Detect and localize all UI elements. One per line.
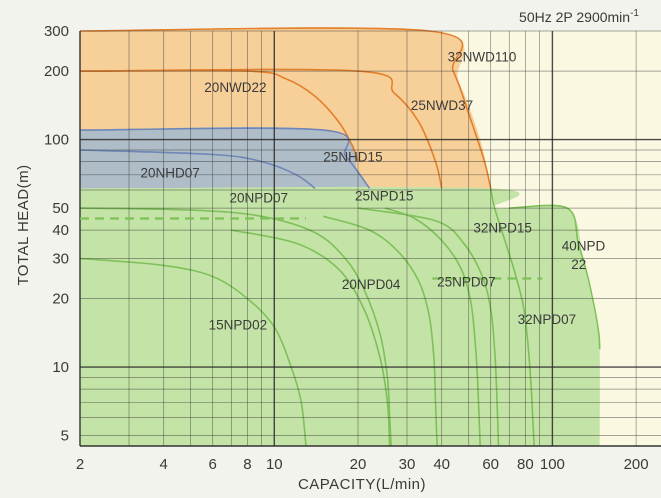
x-tick-20: 20 [350,456,367,473]
condition-superscript: -1 [630,8,639,19]
x-tick-4: 4 [160,456,168,473]
label-25npd07: 25NPD07 [437,275,496,290]
x-tick-8: 8 [243,456,251,473]
y-tick-40: 40 [52,222,69,239]
x-tick-80: 80 [517,456,534,473]
model-labels: 32NWD110 25NWD37 20NWD22 25NHD15 20NHD07 20NP… [141,50,606,333]
label-25npd15: 25NPD15 [355,189,414,204]
y-tick-200: 200 [44,63,69,80]
curve-25npd07 [323,215,438,447]
label-25nhd15: 25NHD15 [323,150,382,165]
y-axis-title: TOTAL HEAD(m) [15,164,32,285]
curve-25npd15 [384,207,481,447]
y-tick-50: 50 [52,200,69,217]
y-tick-100: 100 [44,132,69,149]
x-tick-2: 2 [76,456,84,473]
grid-lines [79,30,661,447]
label-20npd07: 20NPD07 [230,190,289,205]
curve-20npd07 [79,207,392,447]
x-tick-40: 40 [433,456,450,473]
region-blue [80,127,370,189]
y-tick-30: 30 [52,251,69,268]
x-tick-6: 6 [209,456,217,473]
y-tick-5: 5 [61,428,69,445]
y-tick-20: 20 [52,291,69,308]
curve-25nhd15 [79,127,371,189]
condition-label: 50Hz 2P 2900min [519,9,630,25]
label-32npd15: 32NPD15 [473,221,532,236]
x-tick-60: 60 [482,456,499,473]
label-40npd: 40NPD [562,239,606,254]
x-tick-30: 30 [399,456,416,473]
x-axis-title: CAPACITY(L/min) [298,476,426,493]
y-tick-300: 300 [44,23,69,40]
x-tick-200: 200 [624,456,649,473]
x-tick-100: 100 [540,456,565,473]
y-tick-labels: 5 10 20 30 40 50 100 200 300 [44,23,69,445]
x-tick-labels: 2 4 6 8 10 20 30 40 60 80 100 200 [76,456,649,473]
reference-lines [80,217,543,280]
label-32nwd110: 32NWD110 [448,50,517,65]
label-20nwd22: 20NWD22 [204,80,266,95]
label-20nhd07: 20NHD07 [141,166,200,181]
label-32npd07: 32NPD07 [518,312,577,327]
curve-20nwd22 [79,69,359,162]
curve-32npd15 [489,188,535,447]
x-tick-10: 10 [266,456,283,473]
label-22: 22 [571,257,586,272]
y-tick-10: 10 [52,359,69,376]
performance-curves [79,27,601,447]
label-15npd02: 15NPD02 [209,318,268,333]
operating-condition: 50Hz 2P 2900min-1 [519,8,639,25]
curve-20nhd07 [79,149,316,190]
label-20npd04: 20NPD04 [342,277,401,292]
label-25nwd37: 25NWD37 [411,98,473,113]
curve-32npd07 [357,207,500,447]
performance-regions [80,27,600,446]
